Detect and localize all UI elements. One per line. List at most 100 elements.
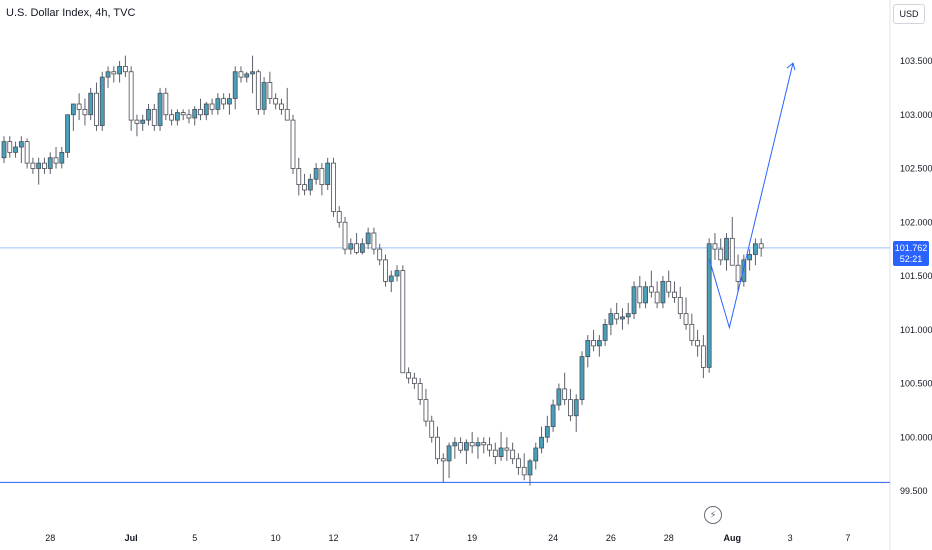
- candle: [562, 372, 568, 405]
- candle: [180, 109, 186, 121]
- candle-body: [753, 243, 758, 255]
- projection-path: [708, 62, 796, 330]
- candle: [666, 270, 672, 298]
- candle: [146, 104, 151, 126]
- x-tick-label: 7: [845, 533, 850, 543]
- flash-icon[interactable]: ⚡: [704, 506, 722, 524]
- candle: [290, 114, 296, 174]
- candle: [36, 157, 42, 185]
- candle-body: [747, 254, 753, 261]
- candle: [643, 281, 648, 309]
- candle: [325, 157, 331, 190]
- candle-body: [544, 426, 550, 438]
- candle: [394, 265, 400, 282]
- candle: [331, 157, 336, 217]
- candle-body: [458, 442, 464, 451]
- candle: [140, 114, 146, 131]
- y-tick-label: 100.000: [900, 432, 932, 442]
- x-axis-labels: 28 Jul 5 10 12 17 19 24 26 28 Aug 3 7: [45, 533, 850, 543]
- candle: [706, 238, 712, 373]
- candle-body: [516, 458, 521, 468]
- candle: [221, 93, 227, 110]
- candle-body: [128, 71, 134, 121]
- candle: [169, 109, 175, 126]
- candle-body: [227, 98, 232, 105]
- candle-body: [65, 114, 70, 153]
- candle-body: [527, 460, 533, 476]
- current-price: 101.762: [894, 242, 928, 253]
- currency-button[interactable]: USD: [893, 4, 925, 24]
- candle: [510, 442, 516, 465]
- candle-body: [585, 340, 591, 358]
- candle: [487, 437, 492, 457]
- candle-body: [637, 286, 643, 304]
- candle-body: [672, 291, 677, 298]
- candle: [492, 442, 498, 465]
- candle-body: [313, 168, 319, 180]
- candle: [423, 388, 429, 427]
- candle: [1, 136, 7, 164]
- candle: [724, 233, 729, 271]
- candle-body: [30, 162, 36, 169]
- candle-body: [550, 404, 556, 427]
- candle-body: [463, 442, 469, 451]
- candle-body: [729, 237, 735, 266]
- candle: [319, 163, 325, 196]
- candle-body: [718, 248, 724, 261]
- candle-body: [521, 466, 527, 476]
- candle: [672, 281, 677, 303]
- candle: [620, 308, 625, 330]
- candle-body: [568, 399, 573, 417]
- y-tick-label: 102.500: [900, 164, 932, 174]
- candle-body: [1, 141, 7, 159]
- candle-body: [244, 73, 250, 78]
- candle-body: [631, 286, 637, 315]
- candle-body: [151, 108, 157, 126]
- candle: [267, 71, 273, 104]
- candle-body: [579, 356, 585, 401]
- candle: [741, 254, 747, 287]
- y-tick-label: 99.500: [900, 486, 928, 496]
- candle-body: [394, 270, 400, 277]
- candle-body: [724, 237, 729, 261]
- x-tick-label: 10: [271, 533, 281, 543]
- candle-body: [174, 112, 180, 121]
- candle: [151, 104, 157, 131]
- candle: [99, 71, 105, 131]
- candle: [718, 238, 724, 266]
- candle: [348, 238, 354, 255]
- candle-body: [435, 436, 440, 460]
- candle-body: [706, 243, 712, 368]
- candle: [365, 227, 371, 250]
- candle: [47, 152, 53, 174]
- candle-body: [13, 146, 18, 153]
- candle-body: [42, 162, 47, 169]
- candle: [753, 238, 758, 266]
- candle: [608, 308, 614, 336]
- candle-body: [18, 141, 24, 148]
- candle: [186, 109, 192, 124]
- candle: [42, 157, 47, 174]
- candle-body: [365, 232, 371, 245]
- candle: [683, 297, 689, 330]
- x-tick-label: 17: [409, 533, 419, 543]
- candle-body: [388, 275, 394, 282]
- candle-body: [654, 291, 660, 304]
- candle-body: [348, 243, 354, 250]
- candle: [53, 147, 59, 169]
- candle: [13, 141, 18, 158]
- candle: [82, 98, 88, 126]
- candle: [596, 335, 602, 357]
- projection-arrowhead: [786, 62, 796, 71]
- candle: [689, 313, 695, 346]
- candles: [1, 55, 764, 486]
- candle-body: [481, 442, 487, 446]
- candle: [550, 399, 556, 432]
- candle-body: [307, 178, 313, 191]
- candle-body: [700, 345, 706, 368]
- candle: [758, 238, 764, 257]
- candle-body: [359, 243, 365, 253]
- candle-body: [648, 286, 654, 293]
- candle: [284, 87, 290, 121]
